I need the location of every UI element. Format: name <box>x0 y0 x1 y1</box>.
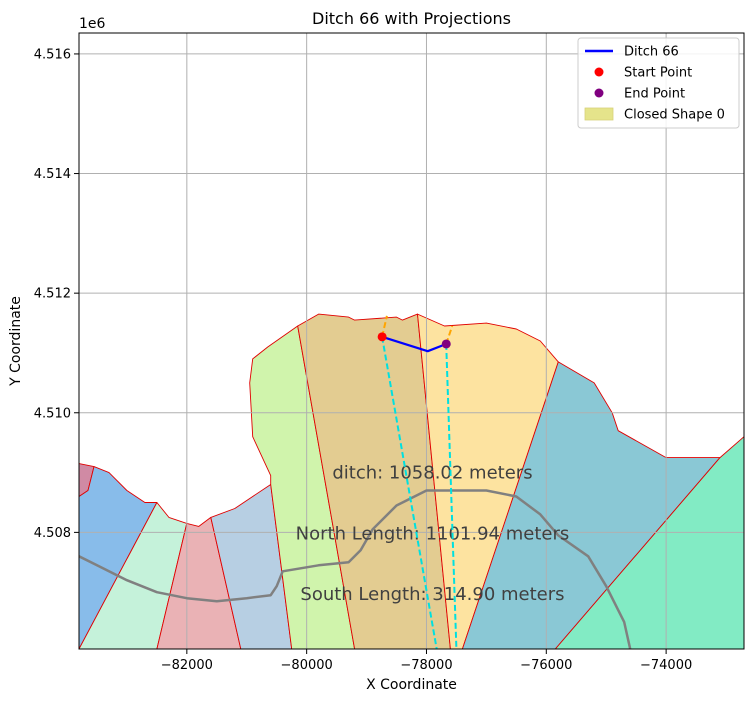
y-axis-label: Y Coordinate <box>8 296 24 387</box>
closed-shape-4 <box>210 484 293 649</box>
y-tick-label-1: 4.510 <box>34 406 71 421</box>
x-tick-label-4: −74000 <box>640 658 692 673</box>
plot-area: ditch: 1058.02 meters North Length: 1101.… <box>78 32 745 650</box>
legend-swatch-point-2 <box>594 88 604 98</box>
y-tick-label-0: 4.508 <box>34 526 71 541</box>
x-tick-label-3: −76000 <box>520 658 572 673</box>
length-annotation-1: North Length: 1101.94 meters <box>296 524 570 545</box>
ditch-layer <box>377 315 458 649</box>
end-point-marker <box>441 339 451 349</box>
plot-frame <box>78 32 745 650</box>
start-point-marker <box>377 332 387 342</box>
x-tick-label-1: −80000 <box>281 658 333 673</box>
y-tick-label-3: 4.514 <box>34 167 71 182</box>
x-axis-label: X Coordinate <box>366 677 457 693</box>
projection-line-1 <box>445 343 458 649</box>
ditch-line <box>381 335 447 353</box>
axis-layer: −82000 −80000 −78000 −76000 −74000 4.508 4.510… <box>34 47 692 673</box>
legend: Ditch 66 Start Point End Point Closed Shape… <box>577 37 740 129</box>
length-annotation-2: South Length: 314.90 meters <box>300 584 564 605</box>
y-offset-label: 1e6 <box>79 16 106 32</box>
x-tick-label-0: −82000 <box>161 658 213 673</box>
chart-title: Ditch 66 with Projections <box>312 9 511 28</box>
legend-frame <box>577 37 740 129</box>
road-layer <box>79 489 632 649</box>
closed-shape-9 <box>554 436 744 649</box>
legend-label-0: Ditch 66 <box>624 45 679 60</box>
x-tick-label-2: −78000 <box>400 658 452 673</box>
annotation-layer: ditch: 1058.02 meters North Length: 1101.… <box>296 463 570 605</box>
legend-label-2: End Point <box>624 87 685 102</box>
road-line <box>79 489 632 649</box>
legend-label-1: Start Point <box>624 66 692 81</box>
grid-layer <box>79 33 744 649</box>
projection-line-0 <box>381 336 438 649</box>
legend-swatch-shape <box>584 107 614 121</box>
length-annotation-0: ditch: 1058.02 meters <box>332 463 532 484</box>
y-tick-label-2: 4.512 <box>34 287 71 302</box>
closed-shape-2 <box>79 502 188 649</box>
closed-shape-3 <box>156 516 242 649</box>
legend-swatch-point-1 <box>594 67 604 77</box>
legend-label-3: Closed Shape 0 <box>624 108 725 123</box>
y-tick-label-4: 4.516 <box>34 47 71 62</box>
